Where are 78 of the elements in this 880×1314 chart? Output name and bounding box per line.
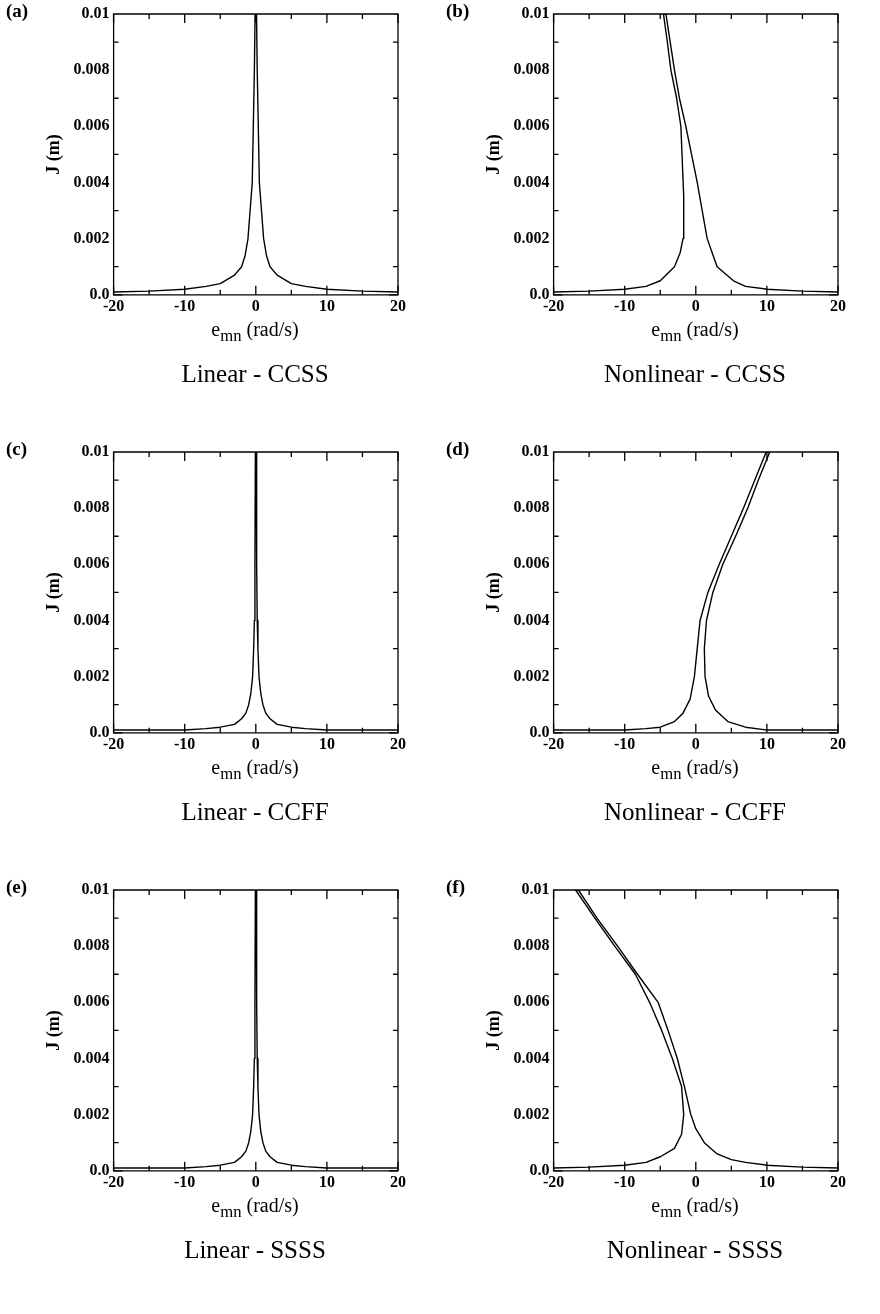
text: (e) (6, 876, 28, 898)
y-tick-label: 0.004 (73, 172, 110, 190)
x-tick-label: 0 (691, 1172, 700, 1190)
x-tick-label: 20 (390, 734, 406, 752)
text: Nonlinear - SSSS (605, 1236, 785, 1264)
y-axis-title: J (m) (43, 1010, 65, 1051)
y-tick-label: 0.002 (513, 1104, 550, 1122)
y-axis-title: J (m) (43, 572, 65, 613)
x-tick-label: 20 (830, 734, 846, 752)
text: Linear - CCSS (180, 360, 330, 388)
y-tick-label: 0.01 (521, 4, 550, 22)
x-axis-title: e$_{mn}$ (rad/s) (650, 756, 740, 784)
y-axis-title: J (m) (483, 572, 505, 613)
x-tick-label: -10 (174, 1172, 196, 1190)
x-tick-label: 10 (318, 296, 335, 314)
text: Linear - SSSS (183, 1236, 327, 1264)
y-tick-label: 0.006 (73, 554, 110, 572)
y-tick-label: 0.006 (513, 992, 550, 1010)
x-tick-label: -10 (614, 1172, 636, 1190)
x-tick-label: -10 (614, 734, 636, 752)
x-tick-label: -10 (174, 734, 196, 752)
y-tick-label: 0.006 (513, 116, 550, 134)
x-tick-label: 20 (830, 296, 846, 314)
x-tick-label: 20 (830, 1172, 846, 1190)
y-tick-label: 0.006 (73, 116, 110, 134)
x-axis-title: e$_{mn}$ (rad/s) (650, 318, 740, 346)
x-axis-title: e$_{mn}$ (rad/s) (210, 318, 300, 346)
x-tick-label: 0 (251, 734, 260, 752)
y-tick-label: 0.004 (513, 610, 550, 628)
y-tick-label: 0.008 (73, 60, 110, 78)
text: (b) (446, 0, 470, 22)
y-tick-label: 0.008 (73, 936, 110, 954)
y-tick-label: 0.004 (513, 1048, 550, 1066)
y-tick-label: 0.008 (513, 936, 550, 954)
y-tick-label: 0.002 (73, 228, 110, 246)
y-axis-title: J (m) (483, 1010, 505, 1051)
text: Nonlinear - CCSS (603, 360, 787, 388)
x-tick-label: 10 (758, 734, 775, 752)
x-tick-label: 0 (691, 296, 700, 314)
y-tick-label: 0.008 (513, 60, 550, 78)
x-tick-label: 0 (691, 734, 700, 752)
x-tick-label: 20 (390, 1172, 406, 1190)
x-axis-title: e$_{mn}$ (rad/s) (650, 1194, 740, 1222)
y-tick-label: 0.002 (73, 1104, 110, 1122)
x-tick-label: 10 (318, 1172, 335, 1190)
y-tick-label: 0.01 (81, 4, 110, 22)
x-axis-title: e$_{mn}$ (rad/s) (210, 1194, 300, 1222)
y-tick-label: 0.002 (513, 666, 550, 684)
y-axis-title: J (m) (483, 134, 505, 175)
y-tick-label: 0.01 (81, 880, 110, 898)
text: (a) (6, 0, 29, 22)
text: Nonlinear - CCFF (603, 798, 787, 826)
x-tick-label: 10 (758, 1172, 775, 1190)
x-axis-title: e$_{mn}$ (rad/s) (210, 756, 300, 784)
y-tick-label: 0.006 (513, 554, 550, 572)
x-tick-label: 10 (758, 296, 775, 314)
y-axis-title: J (m) (43, 134, 65, 175)
y-tick-label: 0.01 (81, 442, 110, 460)
y-tick-label: 0.004 (513, 172, 550, 190)
text: Linear - CCFF (180, 798, 330, 826)
y-tick-label: 0.006 (73, 992, 110, 1010)
y-tick-label: 0.01 (521, 442, 550, 460)
y-tick-label: 0.002 (513, 228, 550, 246)
y-tick-label: 0.01 (521, 880, 550, 898)
text: (f) (446, 876, 465, 898)
y-tick-label: 0.008 (73, 498, 110, 516)
x-tick-label: 10 (318, 734, 335, 752)
x-tick-label: -10 (174, 296, 196, 314)
x-tick-label: -10 (614, 296, 636, 314)
y-tick-label: 0.008 (513, 498, 550, 516)
y-tick-label: 0.004 (73, 610, 110, 628)
text: (c) (6, 438, 28, 460)
text: (d) (446, 438, 470, 460)
x-tick-label: 0 (251, 296, 260, 314)
y-tick-label: 0.004 (73, 1048, 110, 1066)
y-tick-label: 0.002 (73, 666, 110, 684)
x-tick-label: 20 (390, 296, 406, 314)
x-tick-label: 0 (251, 1172, 260, 1190)
